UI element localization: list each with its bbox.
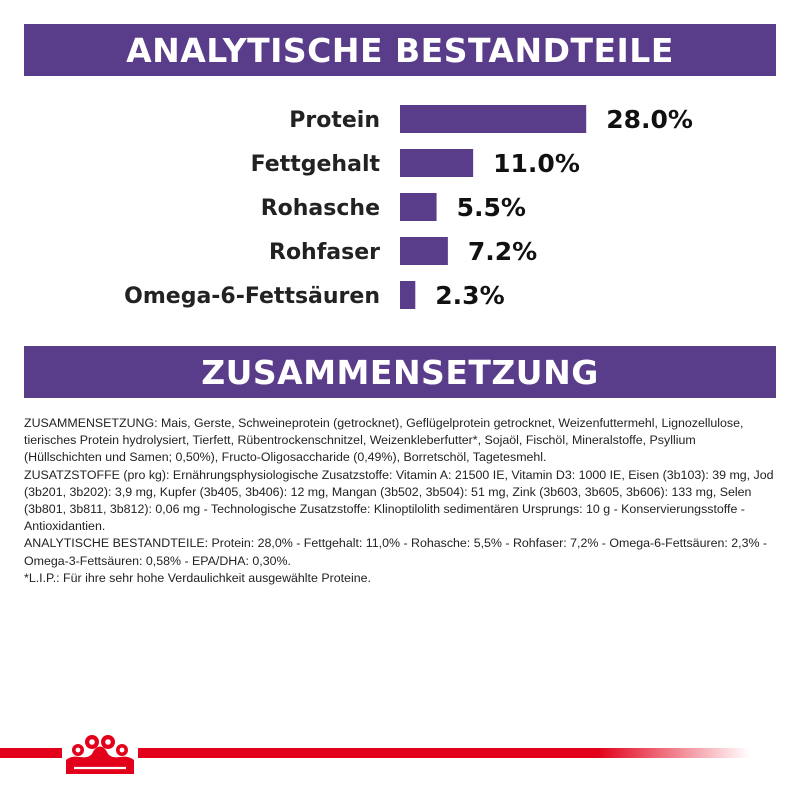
footer-line-left <box>0 748 62 758</box>
bar <box>400 149 474 177</box>
category-label: Omega-6-Fettsäuren <box>124 284 380 309</box>
value-label: 11.0% <box>493 149 580 178</box>
value-label: 5.5% <box>457 193 526 222</box>
composition-header: ZUSAMMENSETZUNG <box>24 346 776 398</box>
value-label: 2.3% <box>435 281 504 310</box>
bar <box>400 237 448 265</box>
additives-paragraph: ZUSATZSTOFFE (pro kg): Ernährungsphysiol… <box>24 467 774 534</box>
bar <box>400 193 437 221</box>
bar <box>400 281 416 309</box>
value-label: 7.2% <box>468 237 537 266</box>
composition-paragraph: ZUSAMMENSETZUNG: Mais, Gerste, Schweinep… <box>24 416 744 465</box>
category-label: Protein <box>289 108 380 133</box>
nutrient-bar-chart: Protein 28.0% Fettgehalt 11.0% Rohasche 5.5% R… <box>124 105 693 310</box>
analysis-paragraph: ANALYTISCHE BESTANDTEILE: Protein: 28,0%… <box>24 536 768 568</box>
footer-line-right <box>138 748 750 758</box>
bar <box>400 105 587 133</box>
value-label: 28.0% <box>606 105 693 134</box>
category-label: Fettgehalt <box>251 152 381 177</box>
category-label: Rohasche <box>261 196 380 221</box>
footnote-paragraph: *L.I.P.: Für ihre sehr hohe Verdaulichke… <box>24 570 371 585</box>
crown-icon <box>66 735 134 774</box>
composition-text: ZUSAMMENSETZUNG: Mais, Gerste, Schweinep… <box>24 415 776 587</box>
category-label: Rohfaser <box>269 240 380 265</box>
analysis-header: ANALYTISCHE BESTANDTEILE <box>24 24 776 76</box>
